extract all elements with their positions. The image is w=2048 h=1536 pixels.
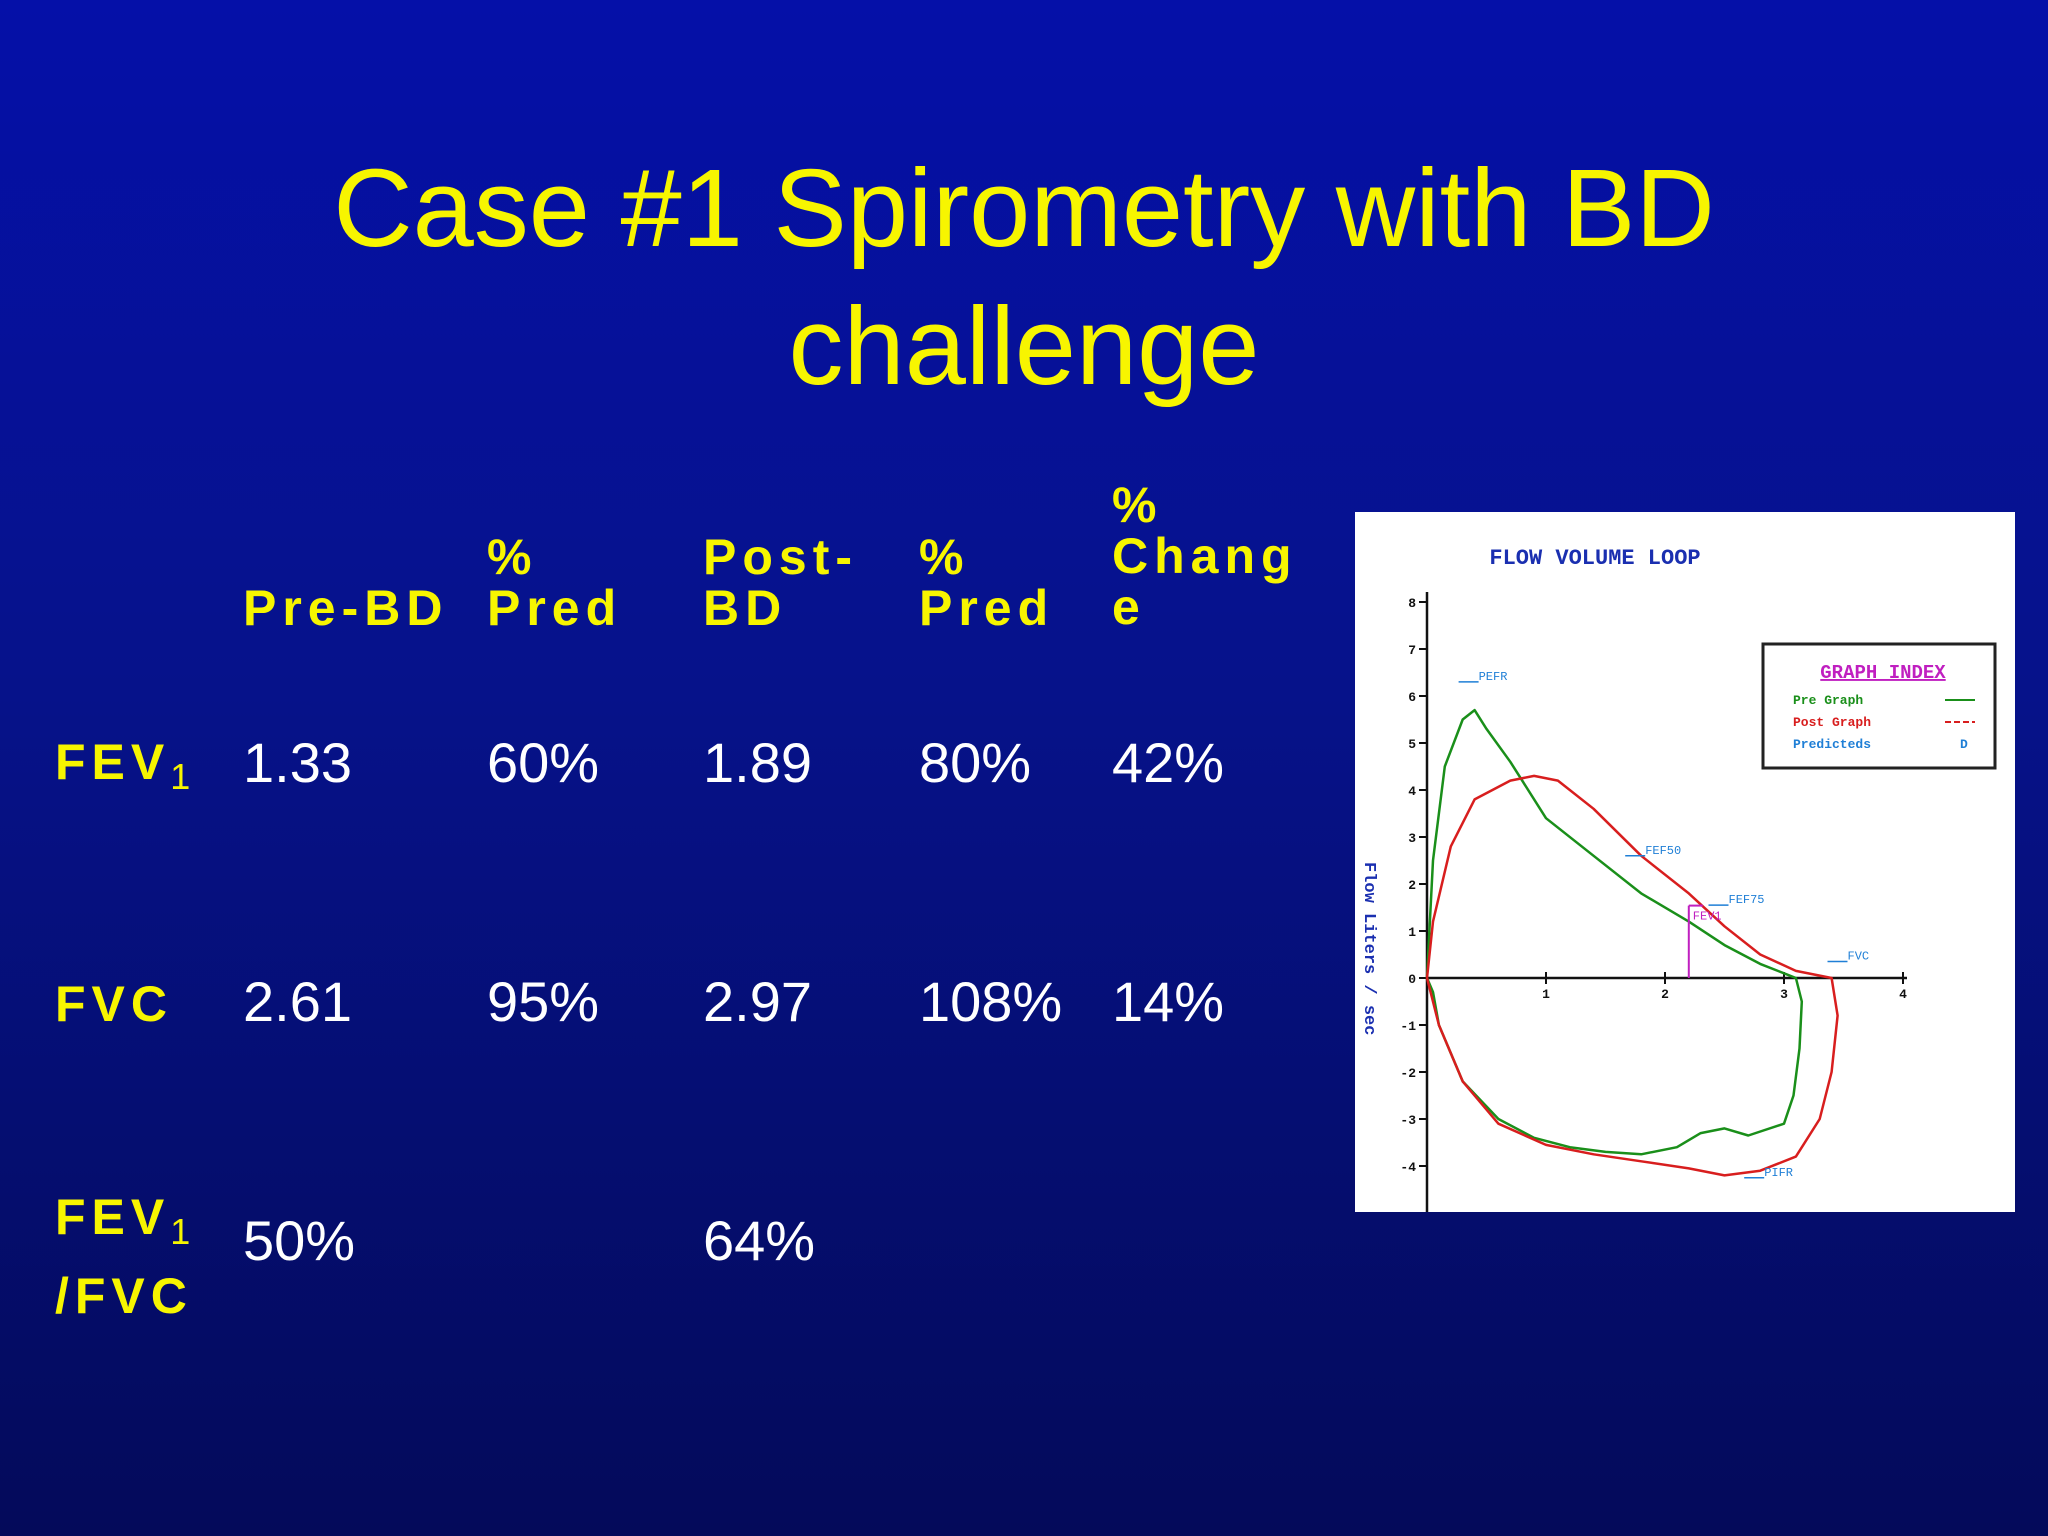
legend-item-label: Pre Graph [1793,693,1863,708]
row-label-fev1: FEV1 [55,734,191,797]
slide-title: Case #1 Spirometry with BD challenge [0,140,2048,416]
x-tick-label: 3 [1780,987,1788,1002]
cell-fev1-pct-pred-pre: 60% [487,731,600,794]
y-tick-label: -2 [1400,1066,1416,1081]
x-tick-label: 1 [1542,987,1550,1002]
marker-label: PEFR [1479,670,1508,684]
marker-label: FEV1 [1693,910,1722,924]
header-pre-bd: Pre-BD [243,580,449,636]
legend-items: Pre Graph Post Graph Predicteds D [1793,693,1975,752]
slide-title-line-2: challenge [788,285,1260,408]
chart-markers: PEFR FEF50 FEF75 FEV1 FVC PIFR [1458,670,1870,1180]
y-tick-label: 5 [1408,737,1416,752]
header-post-bd: Post- BD [703,529,858,636]
y-tick-label: 0 [1408,972,1416,987]
chart-y-axis-label: Flow Liters / sec [1359,862,1378,1035]
cell-fvc-pre-bd: 2.61 [243,970,352,1033]
y-tick-label: 1 [1408,925,1416,940]
cell-ratio-post-bd: 64% [703,1209,816,1272]
header-pct-pred-post: % Pred [919,529,1055,636]
cell-fev1-pct-pred-post: 80% [919,731,1032,794]
cell-fev1-pct-change: 42% [1112,731,1225,794]
cell-fev1-post-bd: 1.89 [703,731,812,794]
y-tick-label: 2 [1408,878,1416,893]
y-tick-label: -1 [1400,1019,1416,1034]
cell-fvc-pct-pred-post: 108% [919,970,1063,1033]
series-line [1425,708,1804,1156]
series-line [1425,774,1839,1177]
y-tick-label: 6 [1408,690,1416,705]
cell-fvc-post-bd: 2.97 [703,970,812,1033]
x-tick-label: 4 [1899,987,1907,1002]
flow-volume-loop-svg: FLOW VOLUME LOOP Flow Liters / sec 8 7 6 5 4… [1359,546,1997,1212]
cell-fev1-pre-bd: 1.33 [243,731,352,794]
chart-title: FLOW VOLUME LOOP [1489,546,1700,571]
legend-item-label: Post Graph [1793,715,1871,730]
marker-label: FEF75 [1729,893,1765,907]
row-label-fev1-fvc: FEV1/FVC [55,1189,193,1324]
chart-legend: GRAPH INDEX Pre Graph Post Graph Predicted… [1761,642,1997,770]
legend-box [1761,642,1997,770]
y-tick-label: 7 [1408,643,1416,658]
header-pct-pred-pre: % Pred [487,529,623,636]
legend-title: GRAPH INDEX [1820,662,1946,684]
y-tick-label: -3 [1400,1113,1416,1128]
chart-axes: 8 7 6 5 4 3 2 1 0 -1 -2 -3 -4 1 2 3 4 [1400,592,1907,1212]
legend-swatch-symbol: D [1960,737,1968,752]
y-tick-label: 3 [1408,831,1416,846]
y-tick-label: 8 [1408,596,1416,611]
cell-fvc-pct-pred-pre: 95% [487,970,600,1033]
slide-title-line-1: Case #1 Spirometry with BD [333,147,1715,270]
marker-label: FVC [1848,950,1870,964]
y-tick-label: -4 [1400,1160,1416,1175]
x-tick-label: 2 [1661,987,1669,1002]
cell-ratio-pre-bd: 50% [243,1209,356,1272]
marker-label: PIFR [1764,1166,1793,1180]
flow-volume-loop-chart: FLOW VOLUME LOOP Flow Liters / sec 8 7 6 5 4… [1355,512,2015,1212]
row-label-fvc: FVC [55,976,173,1032]
y-tick-label: 4 [1408,784,1416,799]
header-pct-change: % Chang e [1112,477,1298,635]
legend-item-label: Predicteds [1793,737,1871,752]
chart-series [1425,708,1839,1177]
marker-label: FEF50 [1645,844,1681,858]
cell-fvc-pct-change: 14% [1112,970,1225,1033]
